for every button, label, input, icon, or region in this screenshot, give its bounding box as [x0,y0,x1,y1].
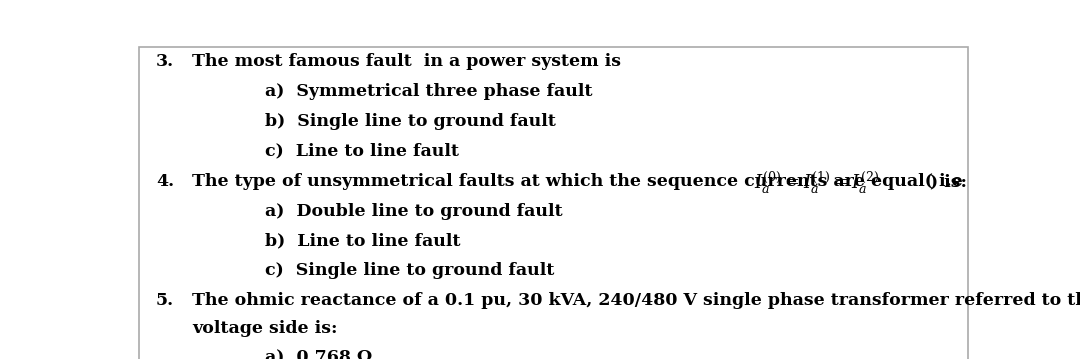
Text: a)  Symmetrical three phase fault: a) Symmetrical three phase fault [265,83,592,100]
Text: b)  Single line to ground fault: b) Single line to ground fault [265,113,555,130]
Text: 4.: 4. [156,173,174,190]
Text: a)  Double line to ground fault: a) Double line to ground fault [265,202,563,220]
Text: $I_a^{(0)} = I_a^{(1)} = I_a^{(2)}$: $I_a^{(0)} = I_a^{(1)} = I_a^{(2)}$ [754,169,879,196]
Text: The type of unsymmetrical faults at which the sequence currents are equal( i.e: The type of unsymmetrical faults at whic… [192,173,969,190]
Text: The ohmic reactance of a 0.1 pu, 30 kVA, 240/480 V single phase transformer refe: The ohmic reactance of a 0.1 pu, 30 kVA,… [192,292,1080,309]
Text: 5.: 5. [156,292,174,309]
Text: b)  Line to line fault: b) Line to line fault [265,232,460,249]
Text: The most famous fault  in a power system is: The most famous fault in a power system … [192,53,621,70]
Text: ) is:: ) is: [930,173,968,190]
Text: 3.: 3. [156,53,174,70]
Text: c)  Single line to ground fault: c) Single line to ground fault [265,262,554,279]
Text: voltage side is:: voltage side is: [192,320,337,336]
FancyBboxPatch shape [139,47,968,359]
Text: c)  Line to line fault: c) Line to line fault [265,142,459,159]
Text: a)  0.768 Ω: a) 0.768 Ω [265,349,372,359]
